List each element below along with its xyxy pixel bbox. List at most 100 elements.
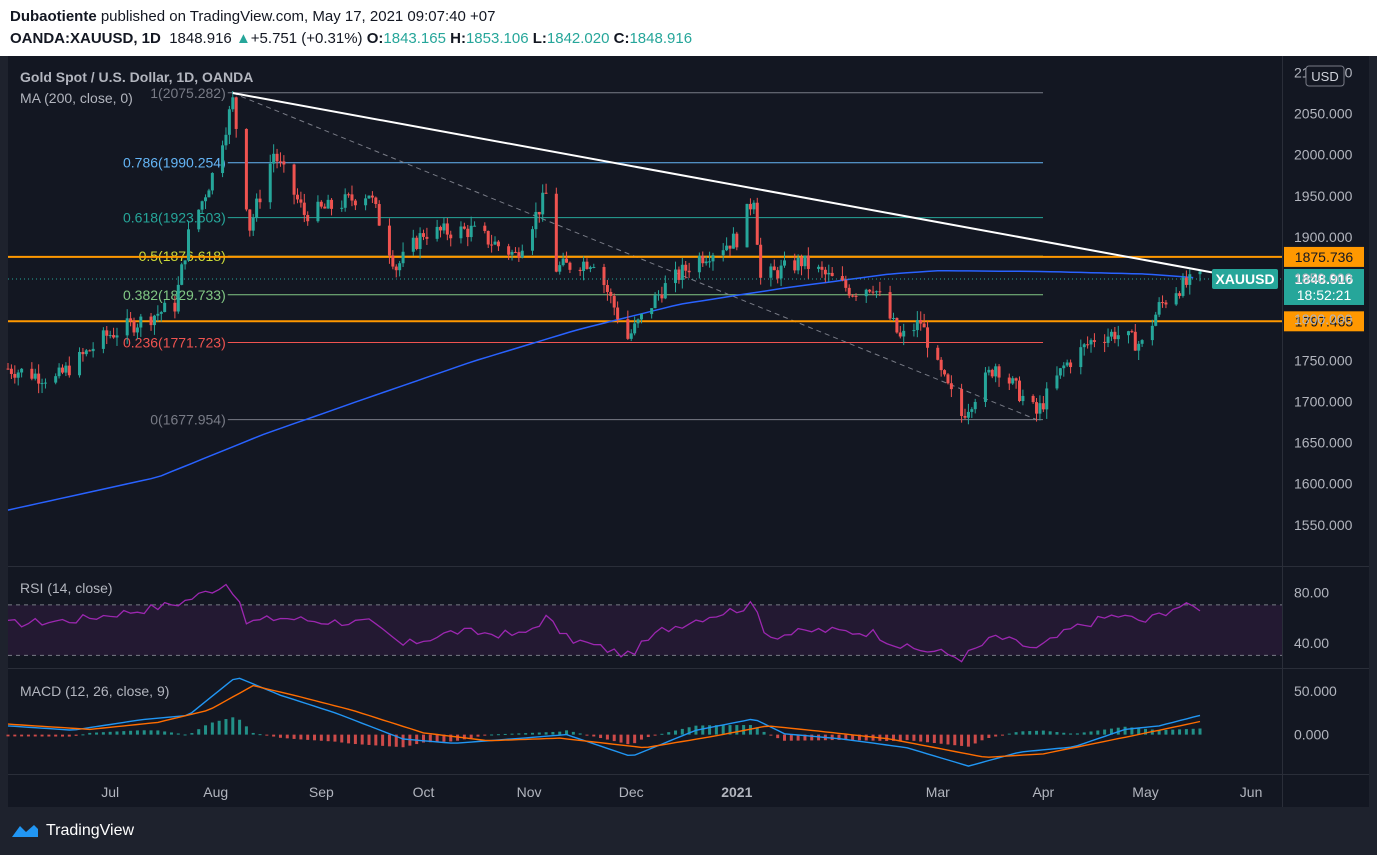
candle-body	[353, 200, 357, 206]
macd-histogram-bar	[1184, 729, 1188, 735]
candle-body	[54, 376, 58, 383]
ma200-line[interactable]	[7, 269, 1194, 511]
candle-body	[350, 194, 354, 201]
candle-body	[1062, 365, 1066, 369]
tradingview-logo[interactable]: TradingView	[10, 822, 134, 840]
macd-histogram-bar	[394, 734, 398, 747]
rsi-pane-title[interactable]: RSI (14, close)	[20, 580, 113, 596]
symbol-tag-bg	[1212, 268, 1278, 289]
chart-area[interactable]	[8, 56, 1369, 807]
macd-histogram-bar	[1171, 729, 1175, 735]
candle-body	[1133, 331, 1137, 351]
candle-body	[57, 367, 61, 377]
candle-body	[582, 261, 586, 272]
macd-histogram-bar	[1157, 730, 1161, 735]
rsi-line[interactable]	[7, 583, 1201, 663]
candle-body	[1086, 344, 1090, 346]
candle-body	[851, 295, 855, 297]
candle-body	[490, 244, 494, 246]
currency-badge[interactable]	[1305, 65, 1345, 87]
macd-histogram-bar	[353, 734, 357, 745]
time-axis-tick: Oct	[413, 784, 435, 800]
macd-histogram-bar	[251, 732, 255, 735]
macd-histogram-bar	[1007, 733, 1011, 735]
candle-body	[663, 283, 667, 299]
candle-body	[987, 369, 991, 373]
candle-body	[292, 164, 296, 195]
candle-body	[711, 255, 715, 262]
candle-body	[541, 192, 545, 215]
candle-body	[609, 291, 613, 296]
symbol-name[interactable]: OANDA:XAUUSD, 1D	[10, 30, 161, 47]
candle-body	[1106, 336, 1110, 343]
candle-body	[721, 250, 725, 256]
macd-histogram-bar	[156, 730, 160, 735]
macd-histogram-bar	[224, 719, 228, 735]
candle-body	[295, 194, 299, 200]
candle-body	[697, 255, 701, 273]
time-axis-tick: Sep	[309, 784, 334, 800]
candle-body	[1011, 378, 1015, 384]
candle-body	[81, 351, 85, 355]
macd-histogram-bar	[885, 734, 889, 741]
candle-body	[364, 198, 368, 206]
resistance-trendline[interactable]	[232, 92, 1213, 274]
macd-histogram-bar	[1123, 726, 1127, 735]
candle-body	[949, 383, 953, 390]
macd-signal-line[interactable]	[7, 684, 1201, 758]
macd-histogram-bar	[789, 734, 793, 741]
macd-histogram-bar	[374, 734, 378, 746]
macd-histogram-bar	[558, 731, 562, 735]
macd-histogram-bar	[585, 734, 589, 736]
candle-body	[868, 289, 872, 292]
candle-body	[227, 109, 231, 135]
candle-body	[973, 401, 977, 410]
candle-body	[891, 317, 895, 319]
candle-body	[210, 173, 214, 191]
macd-histogram-bar	[783, 734, 787, 741]
high-value: 1853.106	[465, 30, 529, 47]
candle-body	[680, 264, 684, 280]
candle-body	[912, 330, 916, 332]
candle-body	[207, 190, 211, 198]
macd-histogram-bar	[74, 734, 78, 736]
ma-indicator-label[interactable]: MA (200, close, 0)	[20, 90, 133, 106]
candle-body	[636, 319, 640, 324]
macd-histogram-bar	[20, 734, 24, 737]
macd-histogram-bar	[701, 725, 705, 735]
candle-body	[347, 194, 351, 196]
macd-histogram-bar	[1075, 733, 1079, 735]
macd-pane-title[interactable]: MACD (12, 26, close, 9)	[20, 683, 169, 699]
candle-body	[864, 289, 868, 297]
candle-body	[43, 382, 47, 384]
candle-body	[895, 317, 899, 333]
candle-body	[1178, 293, 1182, 296]
price-axis-tick: 1650.000	[1294, 435, 1353, 451]
macd-histogram-bar	[633, 734, 637, 744]
price-axis-tick: 2000.000	[1294, 147, 1353, 163]
candle-body	[752, 202, 756, 210]
candle-body	[793, 260, 797, 271]
candle-body	[197, 209, 201, 230]
macd-histogram-bar	[932, 734, 936, 744]
candle-body	[725, 245, 729, 251]
macd-histogram-bar	[81, 734, 85, 736]
candle-body	[60, 367, 64, 373]
candle-body	[445, 223, 449, 235]
author-name[interactable]: Dubaotiente	[10, 8, 97, 25]
last-price-label: 1848.916	[1295, 271, 1354, 287]
candle-body	[9, 368, 13, 374]
macd-line[interactable]	[7, 677, 1201, 767]
macd-histogram-bar	[626, 734, 630, 745]
candle-body	[776, 270, 780, 279]
candle-body	[149, 316, 153, 326]
candle-body	[731, 233, 735, 249]
macd-histogram-bar	[857, 734, 861, 741]
open-value: 1843.165	[383, 30, 446, 47]
candle-body	[486, 230, 490, 245]
candle-body	[708, 261, 712, 263]
bar-countdown-label: 18:52:21	[1297, 287, 1352, 303]
macd-histogram-bar	[1164, 729, 1168, 735]
candle-body	[221, 145, 225, 174]
